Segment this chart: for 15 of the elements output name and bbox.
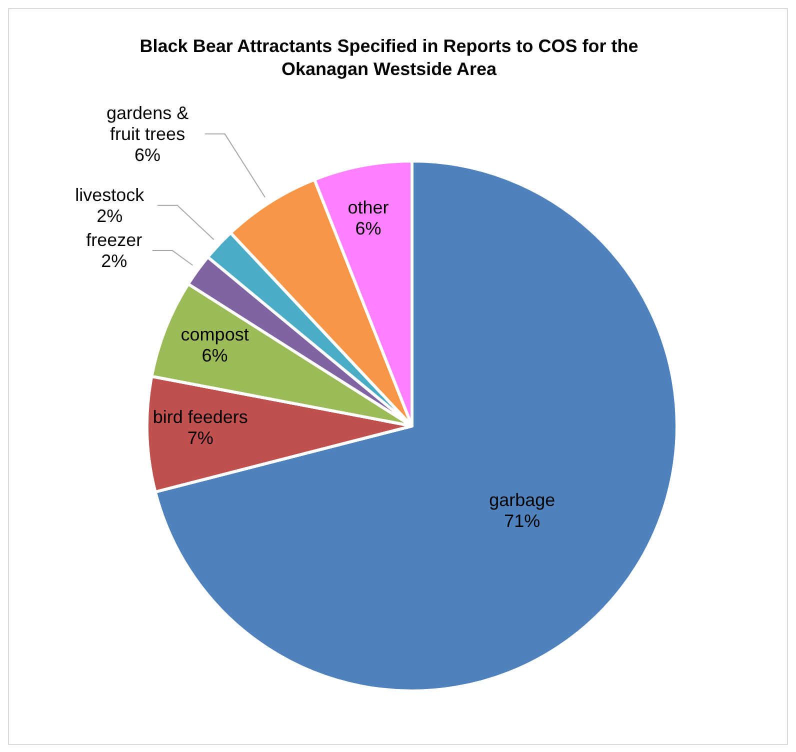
chart-title: Black Bear Attractants Specified in Reports to COS for the Okanagan Westside Area bbox=[138, 35, 640, 81]
data-label: 71% bbox=[504, 510, 540, 531]
data-label: 6% bbox=[355, 218, 382, 238]
data-label: 7% bbox=[187, 428, 214, 448]
data-label: 2% bbox=[96, 206, 123, 226]
data-label: 6% bbox=[202, 345, 228, 366]
slice-label: other bbox=[348, 197, 389, 218]
slice-label: garbage bbox=[489, 490, 556, 510]
data-label: 6% bbox=[134, 144, 161, 165]
slice-label: livestock bbox=[75, 184, 146, 205]
slice-label: compost bbox=[180, 324, 249, 344]
slice-label: bird feeders bbox=[152, 406, 248, 427]
slice-label: gardens & fruit trees bbox=[106, 102, 189, 144]
data-label: 2% bbox=[101, 251, 128, 272]
slice-label: freezer bbox=[86, 230, 142, 250]
